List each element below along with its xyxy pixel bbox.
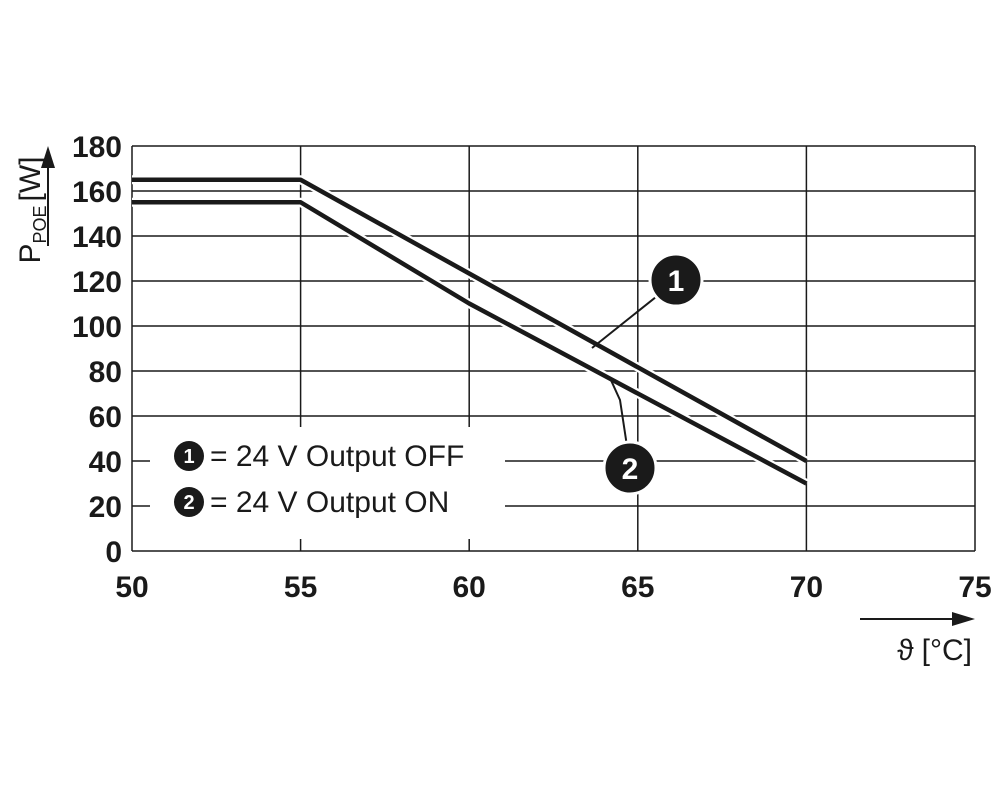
series-group (132, 175, 809, 488)
legend-item-2: 2 = 24 V Output ON (174, 486, 449, 519)
callout-1-label: 1 (668, 265, 685, 298)
tick-labels: 0 20 40 60 80 100 120 140 160 180 50 55 60 65 70 75 (72, 131, 992, 604)
y-axis-label-main: P (14, 244, 47, 264)
series-line-1 (132, 177, 808, 463)
x-tick-label-65: 65 (621, 571, 654, 604)
y-axis-label: PPOE [W] (14, 156, 50, 263)
callout-2-marker (602, 440, 658, 496)
legend-marker-1-label: 1 (183, 446, 194, 468)
x-axis-label-unit: [°C] (922, 634, 972, 667)
legend-marker-2 (174, 487, 204, 517)
y-tick-label-140: 140 (72, 221, 122, 254)
legend: 1 = 24 V Output OFF 2 = 24 V Output ON (150, 427, 505, 539)
y-tick-label-80: 80 (89, 356, 122, 389)
legend-marker-1 (174, 441, 204, 471)
y-axis-label-sub: POE (30, 205, 50, 243)
y-tick-label-60: 60 (89, 401, 122, 434)
y-tick-label-40: 40 (89, 446, 122, 479)
callout-2: 2 (602, 377, 658, 496)
legend-text-2: = 24 V Output ON (210, 486, 449, 519)
y-axis-label-unit: [W] (14, 156, 47, 201)
x-axis-label: ϑ [°C] (897, 634, 972, 667)
x-tick-label-55: 55 (284, 571, 317, 604)
x-axis-label-symbol: ϑ (897, 634, 914, 667)
legend-box (150, 427, 505, 539)
x-tick-label-60: 60 (453, 571, 486, 604)
y-tick-label-120: 120 (72, 266, 122, 299)
series-line-2 (132, 200, 808, 486)
y-tick-label-20: 20 (89, 491, 122, 524)
callout-1: 1 (591, 252, 704, 349)
legend-text-1: = 24 V Output OFF (210, 440, 464, 473)
y-tick-label-0: 0 (105, 536, 122, 569)
svg-text:PPOE[W]: PPOE [W] (14, 156, 50, 263)
x-tick-label-70: 70 (790, 571, 823, 604)
y-tick-label-160: 160 (72, 176, 122, 209)
y-tick-label-180: 180 (72, 131, 122, 164)
legend-item-1: 1 = 24 V Output OFF (174, 440, 464, 473)
callout-1-marker (648, 252, 704, 308)
x-tick-label-75: 75 (958, 571, 991, 604)
y-axis-arrow (41, 146, 55, 246)
x-axis-arrow (860, 612, 975, 626)
x-tick-label-50: 50 (115, 571, 148, 604)
y-tick-label-100: 100 (72, 311, 122, 344)
callout-2-label: 2 (622, 453, 639, 486)
legend-marker-2-label: 2 (183, 492, 194, 514)
